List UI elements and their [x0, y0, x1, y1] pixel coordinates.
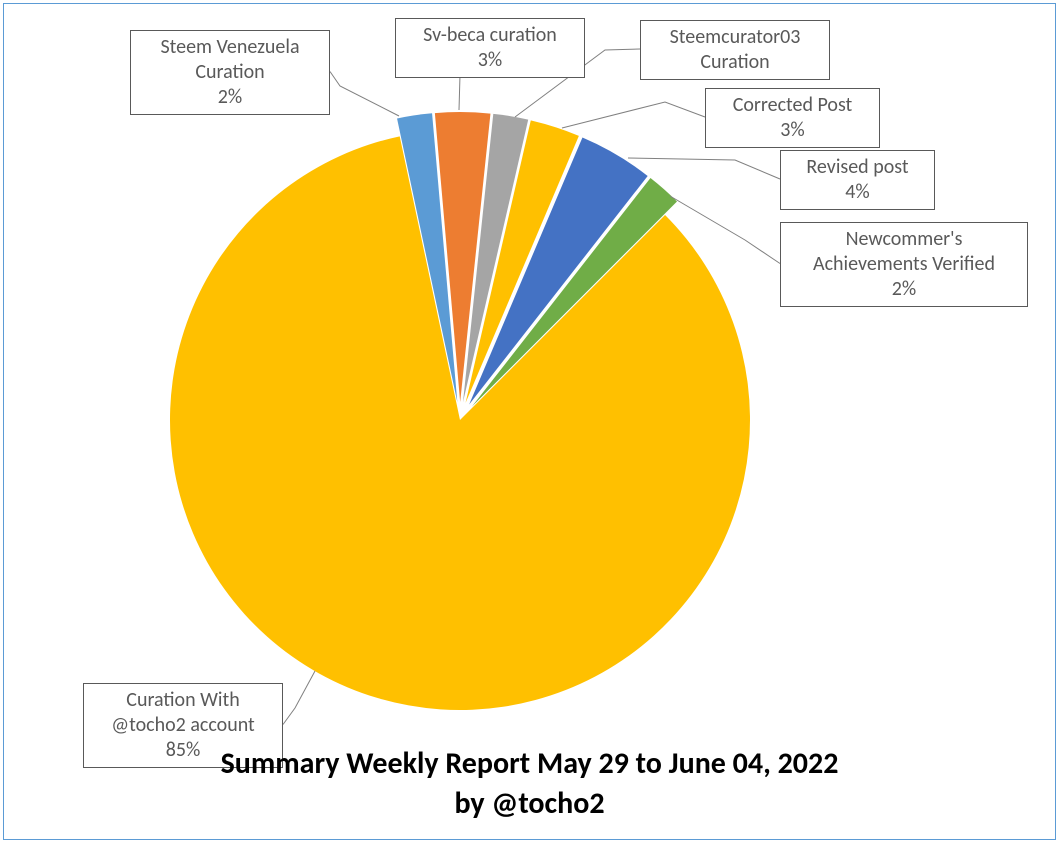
slice-label: Steem VenezuelaCuration2% — [130, 30, 330, 115]
chart-title-line2: by @tocho2 — [0, 785, 1059, 822]
slice-label: Steemcurator03Curation — [640, 20, 830, 80]
leader-line — [628, 158, 780, 179]
slice-label: Newcommer'sAchievements Verified2% — [780, 222, 1028, 307]
slice-label: Sv-beca curation3% — [395, 18, 585, 78]
leader-line — [562, 102, 705, 128]
slice-label: Corrected Post3% — [705, 88, 880, 148]
leader-line — [283, 671, 315, 725]
chart-title-line1: Summary Weekly Report May 29 to June 04,… — [0, 745, 1059, 782]
leader-line — [459, 75, 490, 110]
leader-line — [330, 72, 399, 117]
slice-label: Revised post4% — [780, 150, 935, 210]
